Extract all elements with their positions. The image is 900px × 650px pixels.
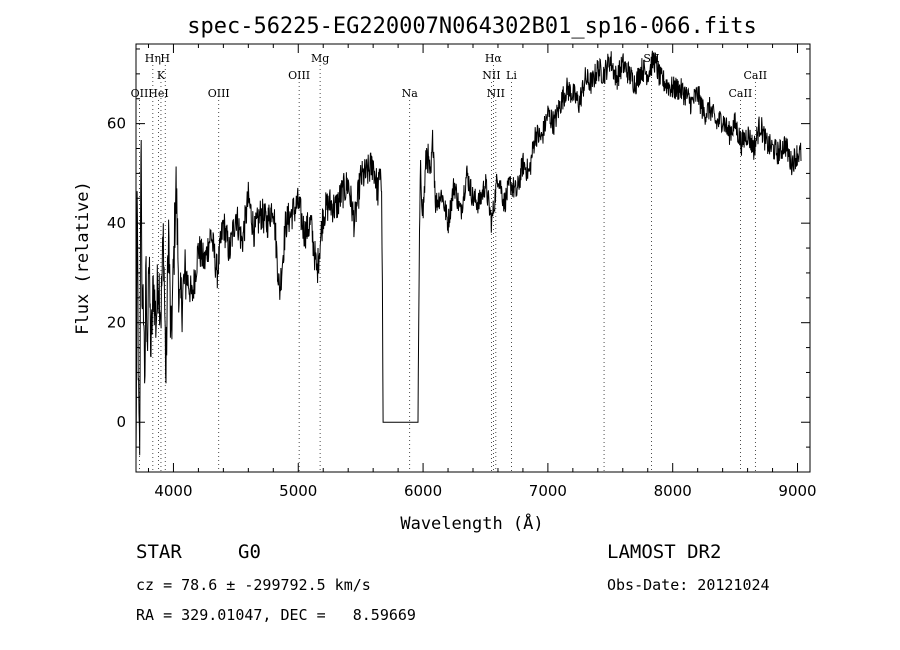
y-tick-label: 20 <box>107 314 126 332</box>
line-marker-label: Li <box>506 69 517 82</box>
object-class: STAR <box>136 541 182 563</box>
y-tick-label: 40 <box>107 214 126 232</box>
x-tick-label: 7000 <box>529 482 567 500</box>
line-marker-label: K <box>157 69 166 82</box>
x-tick-label: 4000 <box>154 482 192 500</box>
object-subclass: G0 <box>238 541 261 563</box>
coordinates: RA = 329.01047, DEC = 8.59669 <box>136 606 416 624</box>
y-tick-label: 0 <box>116 413 126 431</box>
line-marker-label: OIII <box>288 69 310 82</box>
line-marker-label: CaII <box>743 69 767 82</box>
y-tick-label: 60 <box>107 115 126 133</box>
redshift-info: cz = 78.6 ± -299792.5 km/s <box>136 576 371 594</box>
spectrum-line <box>135 50 802 462</box>
line-marker-label: Mg <box>311 52 329 65</box>
axis-ticks: 4000 5000 6000 7000 8000 9000 0 20 40 60 <box>107 44 817 500</box>
line-marker-label: Hα <box>485 52 503 65</box>
line-marker-label: Na <box>402 87 419 100</box>
y-axis-label: Flux (relative) <box>73 181 93 335</box>
x-tick-label: 8000 <box>654 482 692 500</box>
line-marker-label: Hη <box>145 52 161 65</box>
chart-title: spec-56225-EG220007N064302B01_sp16-066.f… <box>187 14 757 39</box>
line-marker-label: CaII <box>729 87 753 100</box>
line-marker-label: HeI <box>148 87 168 100</box>
x-tick-label: 5000 <box>279 482 317 500</box>
line-marker-label: OIII <box>208 87 230 100</box>
line-marker-label: NII <box>487 87 505 100</box>
x-tick-label: 6000 <box>404 482 442 500</box>
x-tick-label: 9000 <box>778 482 816 500</box>
x-axis-label: Wavelength (Å) <box>400 512 543 534</box>
line-marker-label: NII <box>482 69 500 82</box>
line-marker-label: H <box>160 52 170 65</box>
survey-name: LAMOST DR2 <box>607 541 721 563</box>
obs-date: Obs-Date: 20121024 <box>607 576 770 594</box>
line-marker-label: OII <box>131 87 149 100</box>
